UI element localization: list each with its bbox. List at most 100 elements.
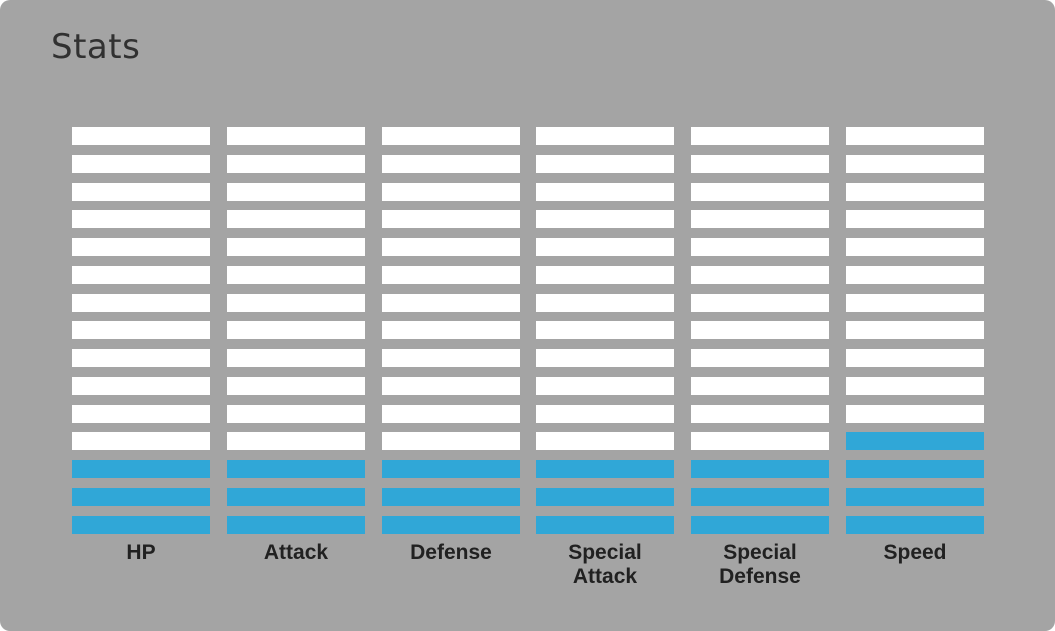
stat-label-line: Speed <box>883 541 947 564</box>
stat-segment-filled <box>72 516 210 534</box>
stat-segment-empty <box>846 266 984 284</box>
stat-segment-empty <box>72 183 210 201</box>
stat-segment-empty <box>846 405 984 423</box>
stat-segment-empty <box>382 183 520 201</box>
stat-segment-filled <box>846 488 984 506</box>
stat-segment-empty <box>382 349 520 367</box>
stat-segment-empty <box>846 238 984 256</box>
stat-segment-filled <box>536 516 674 534</box>
stat-segment-empty <box>691 405 829 423</box>
stat-segment-empty <box>382 238 520 256</box>
stat-label-hp: HP <box>52 541 230 565</box>
stat-segment-empty <box>536 349 674 367</box>
stat-segment-filled <box>691 516 829 534</box>
stat-segment-filled <box>846 432 984 450</box>
stat-segment-empty <box>227 127 365 145</box>
stat-segment-filled <box>536 488 674 506</box>
stat-segment-empty <box>227 321 365 339</box>
stat-segment-empty <box>72 432 210 450</box>
stat-segment-empty <box>691 127 829 145</box>
stat-segment-empty <box>227 266 365 284</box>
stat-segment-empty <box>72 238 210 256</box>
stat-segment-empty <box>846 349 984 367</box>
stat-segment-empty <box>691 432 829 450</box>
stat-segment-empty <box>691 294 829 312</box>
stat-segment-empty <box>382 127 520 145</box>
stat-segment-filled <box>227 516 365 534</box>
stat-segment-filled <box>227 488 365 506</box>
stat-segment-empty <box>72 349 210 367</box>
stat-segment-empty <box>227 432 365 450</box>
stat-segment-empty <box>691 321 829 339</box>
stat-segment-empty <box>382 405 520 423</box>
stat-segment-empty <box>382 321 520 339</box>
stat-segment-filled <box>691 488 829 506</box>
stat-segment-empty <box>846 377 984 395</box>
stat-segment-empty <box>536 127 674 145</box>
stat-segment-filled <box>72 488 210 506</box>
stat-segment-empty <box>846 127 984 145</box>
stat-segment-filled <box>536 460 674 478</box>
stat-segment-filled <box>691 460 829 478</box>
stat-segment-empty <box>691 238 829 256</box>
stat-segment-empty <box>72 377 210 395</box>
stat-label-special-attack: Special Attack <box>516 541 694 589</box>
stat-segment-empty <box>536 405 674 423</box>
stat-segment-filled <box>382 460 520 478</box>
stat-label-line: Attack <box>263 541 329 564</box>
stat-segment-empty <box>382 266 520 284</box>
stat-segment-empty <box>382 155 520 173</box>
stat-label-line: Defense <box>719 565 801 588</box>
stat-label-line: Special <box>568 541 642 564</box>
stat-segment-empty <box>227 238 365 256</box>
stat-segment-empty <box>691 266 829 284</box>
stat-segment-empty <box>72 155 210 173</box>
stat-segment-empty <box>536 294 674 312</box>
stat-segment-empty <box>227 294 365 312</box>
stat-segment-empty <box>846 155 984 173</box>
stat-segment-empty <box>536 377 674 395</box>
stat-segment-empty <box>227 155 365 173</box>
stat-segment-empty <box>72 127 210 145</box>
stat-label-line: Attack <box>572 565 638 588</box>
stat-segment-empty <box>536 155 674 173</box>
stat-label-attack: Attack <box>207 541 385 565</box>
stat-segment-empty <box>72 294 210 312</box>
stat-segment-empty <box>536 266 674 284</box>
stats-title: Stats <box>51 27 141 67</box>
stat-segment-empty <box>382 432 520 450</box>
stat-segment-empty <box>227 405 365 423</box>
stat-segment-empty <box>536 238 674 256</box>
stat-segment-empty <box>382 210 520 228</box>
stat-segment-empty <box>72 266 210 284</box>
stat-segment-empty <box>227 210 365 228</box>
stat-segment-filled <box>846 516 984 534</box>
stat-label-special-defense: Special Defense <box>671 541 849 589</box>
stat-label-defense: Defense <box>362 541 540 565</box>
stat-segment-filled <box>227 460 365 478</box>
stat-label-speed: Speed <box>826 541 1004 565</box>
stat-segment-empty <box>227 183 365 201</box>
stat-segment-empty <box>72 210 210 228</box>
stat-segment-empty <box>846 321 984 339</box>
stat-segment-empty <box>691 377 829 395</box>
stat-segment-filled <box>846 460 984 478</box>
stat-segment-empty <box>536 321 674 339</box>
stat-segment-empty <box>227 377 365 395</box>
stat-segment-empty <box>382 294 520 312</box>
stat-segment-empty <box>72 405 210 423</box>
stat-segment-empty <box>227 349 365 367</box>
stat-segment-empty <box>72 321 210 339</box>
stat-label-line: Defense <box>410 541 492 564</box>
stat-segment-empty <box>691 349 829 367</box>
stat-segment-empty <box>382 377 520 395</box>
stat-segment-empty <box>846 294 984 312</box>
stat-segment-filled <box>382 516 520 534</box>
stat-segment-empty <box>691 210 829 228</box>
stat-segment-empty <box>691 183 829 201</box>
stat-segment-empty <box>846 183 984 201</box>
stat-label-line: HP <box>126 541 156 564</box>
stat-segment-empty <box>691 155 829 173</box>
